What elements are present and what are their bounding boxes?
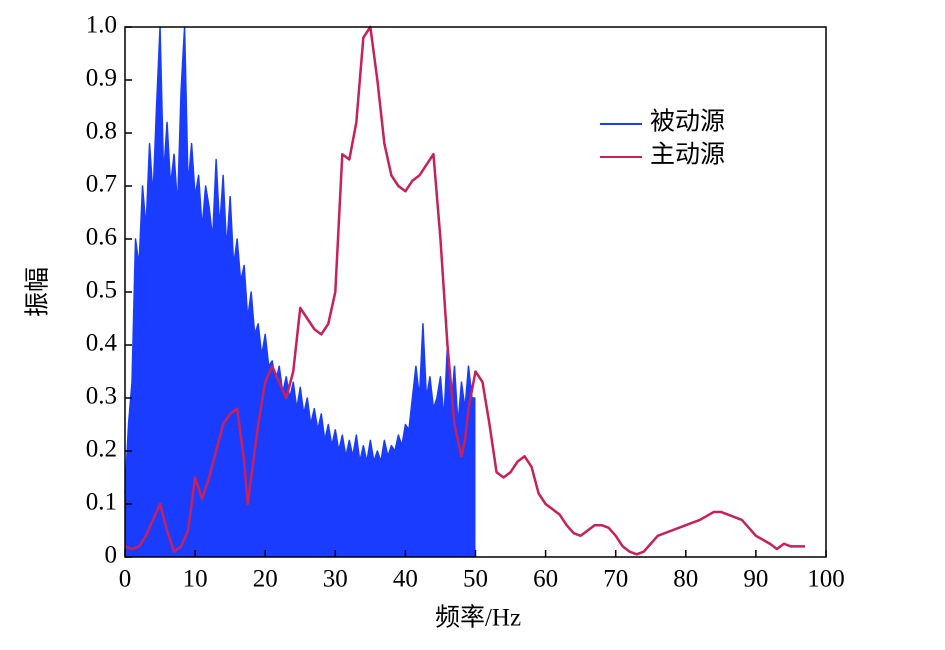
legend-label: 主动源 [650,141,725,169]
x-tick-label: 80 [673,566,698,593]
y-tick-label: 0.9 [86,65,117,92]
y-axis-label: 振幅 [24,267,52,317]
x-tick-label: 50 [463,566,488,593]
x-tick-label: 90 [743,566,768,593]
x-tick-label: 70 [603,566,628,593]
x-tick-label: 60 [533,566,558,593]
y-tick-label: 0.1 [86,489,117,516]
x-tick-label: 20 [253,566,278,593]
y-tick-label: 1.0 [86,12,117,39]
y-tick-label: 0.6 [86,224,117,251]
y-tick-label: 0.8 [86,118,117,145]
y-tick-label: 0 [105,542,118,569]
y-tick-label: 0.7 [86,171,117,198]
y-tick-label: 0.5 [86,277,117,304]
x-tick-label: 0 [119,566,132,593]
series-line [124,26,476,494]
x-tick-label: 10 [183,566,208,593]
series-line [124,25,805,556]
y-tick-label: 0.2 [86,436,117,463]
x-tick-label: 30 [323,566,348,593]
x-tick-label: 40 [393,566,418,593]
y-tick-label: 0.4 [86,330,118,357]
legend-label: 被动源 [650,108,725,136]
x-tick-label: 100 [807,566,845,593]
y-tick-label: 0.3 [86,383,117,410]
area-fill [125,27,476,557]
x-axis-label: 频率/Hz [435,604,521,632]
